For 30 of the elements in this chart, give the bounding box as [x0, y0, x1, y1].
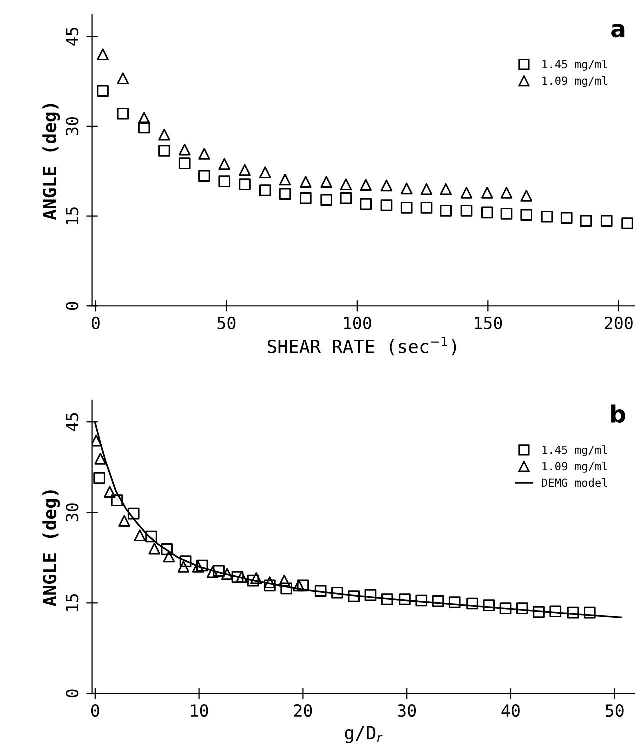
x-tick-label: 50: [218, 316, 236, 330]
x-tick-label: 30: [398, 704, 416, 718]
y-tick-label: 0: [66, 690, 79, 698]
legend-label: 1.45 mg/ml: [542, 446, 608, 456]
legend-label: DEMG model: [542, 478, 608, 488]
y-axis-title: ANGLE (deg): [42, 490, 60, 607]
y-tick-label: 30: [66, 118, 79, 136]
annotation: b: [612, 404, 626, 424]
y-tick-label: 15: [66, 594, 79, 612]
y-tick-label: 45: [66, 413, 79, 432]
x-tick-label: 20: [294, 704, 312, 718]
annotation: a: [612, 24, 625, 38]
legend-label: 1.45 mg/ml: [542, 60, 608, 71]
x-tick-label: 40: [502, 704, 520, 718]
legend-label: 1.09 mg/ml: [542, 462, 608, 473]
y-tick-label: 0: [66, 302, 79, 310]
y-tick-label: 45: [66, 28, 79, 46]
x-tick-label: 0: [92, 316, 100, 330]
x-axis-title: SHEAR RATE (sec$^{−1}$): [268, 337, 456, 356]
x-tick-label: 0: [91, 704, 100, 718]
y-tick-label: 15: [66, 208, 79, 224]
y-axis-title: ANGLE (deg): [42, 104, 60, 220]
x-tick-label: 150: [475, 316, 502, 330]
y-tick-label: 30: [66, 504, 79, 522]
x-axis-title: g/D$_{r}$: [345, 726, 383, 744]
x-tick-label: 100: [344, 316, 372, 330]
x-tick-label: 10: [191, 704, 208, 718]
x-tick-label: 200: [605, 316, 633, 330]
x-tick-label: 50: [606, 704, 624, 718]
legend-label: 1.09 mg/ml: [542, 76, 608, 88]
